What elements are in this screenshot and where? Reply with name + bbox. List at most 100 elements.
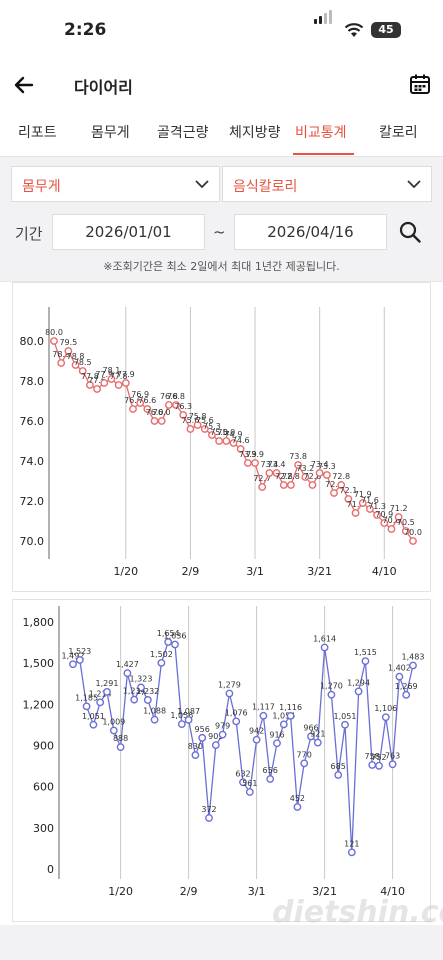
data-label: 1,116 xyxy=(279,703,302,712)
back-arrow-icon[interactable] xyxy=(12,73,36,97)
data-label: 72.8 xyxy=(282,472,300,481)
data-label: 75.8 xyxy=(189,412,207,421)
weight-chart: 1/20 2/9 3/1 3/21 4/10 80.0 78.0 76.0 74.0 72.0 70… xyxy=(12,282,431,592)
data-point xyxy=(69,660,77,669)
start-date-field[interactable]: 2026/01/01 xyxy=(52,214,205,250)
y-tick-label: 74.0 xyxy=(20,455,45,468)
data-label: 73.3 xyxy=(318,462,336,471)
status-bar: 2:26 45 xyxy=(0,0,443,60)
data-label: 561 xyxy=(242,779,257,788)
tab-weight[interactable]: 몸무게 xyxy=(91,125,130,141)
search-icon[interactable] xyxy=(398,220,422,244)
data-point xyxy=(164,401,173,409)
data-point xyxy=(294,461,303,469)
data-label: 770 xyxy=(297,750,312,759)
data-point xyxy=(86,381,94,389)
tab-calories[interactable]: 칼로리 xyxy=(379,125,418,141)
watermark: dietshin.com xyxy=(272,895,443,930)
data-point xyxy=(150,417,159,425)
y-tick-label: 0 xyxy=(47,863,54,876)
data-point xyxy=(322,471,331,479)
data-point xyxy=(251,459,259,467)
data-label: 888 xyxy=(113,734,128,743)
data-label: 71.6 xyxy=(361,496,379,505)
data-label: 1,088 xyxy=(143,707,166,716)
data-label: 72.8 xyxy=(332,472,350,481)
period-label: 기간 xyxy=(15,225,43,243)
data-label: 1,185 xyxy=(75,693,98,702)
data-point xyxy=(157,417,166,425)
page-title: 다이어리 xyxy=(74,78,133,97)
data-point xyxy=(337,481,346,489)
data-label: 966 xyxy=(303,723,318,732)
data-label: 1,056 xyxy=(170,711,193,720)
end-date-field[interactable]: 2026/04/16 xyxy=(234,214,387,250)
data-point xyxy=(286,711,295,720)
data-point xyxy=(143,696,152,704)
data-label: 77.6 xyxy=(88,376,106,385)
data-label: 73.4 xyxy=(260,460,278,469)
data-point xyxy=(177,720,186,728)
data-label: 1,515 xyxy=(354,648,377,657)
data-label: 1,427 xyxy=(116,660,139,669)
tab-compare-stats[interactable]: 비교통계 xyxy=(295,125,347,141)
metric-left-value: 몸무게 xyxy=(22,179,61,195)
data-point xyxy=(191,751,200,760)
data-point xyxy=(121,379,130,387)
data-point xyxy=(388,760,397,769)
data-point xyxy=(215,437,224,445)
data-label: 73.4 xyxy=(268,460,286,469)
data-label: 1,051 xyxy=(334,712,357,721)
data-point xyxy=(200,425,209,433)
data-label: 76.6 xyxy=(124,396,142,405)
data-point xyxy=(258,483,267,491)
data-label: 1,051 xyxy=(82,712,105,721)
data-point xyxy=(71,361,80,369)
data-label: 1,076 xyxy=(225,708,248,717)
data-label: 903 xyxy=(208,732,223,741)
x-tick-label: 3/1 xyxy=(246,565,264,578)
data-label: 752 xyxy=(371,753,386,762)
data-point xyxy=(64,347,73,355)
tab-report[interactable]: 리포트 xyxy=(18,125,57,141)
data-label: 916 xyxy=(269,730,284,739)
data-label: 656 xyxy=(263,766,278,775)
data-label: 72.4 xyxy=(325,480,343,489)
data-point xyxy=(293,803,302,811)
data-label: 75.0 xyxy=(210,428,228,437)
data-point xyxy=(327,690,336,699)
data-label: 72.8 xyxy=(304,472,322,481)
tab-body-fat[interactable]: 체지방량 xyxy=(229,125,281,141)
chevron-down-icon xyxy=(195,180,209,189)
calendar-icon[interactable] xyxy=(408,72,432,96)
metric-left-dropdown[interactable]: 몸무게 xyxy=(11,166,220,202)
data-point xyxy=(186,425,195,433)
data-point xyxy=(208,431,216,439)
data-point xyxy=(82,702,91,711)
battery-indicator: 45 xyxy=(371,22,401,38)
data-label: 78.8 xyxy=(67,352,85,361)
data-point xyxy=(252,735,261,744)
data-label: 77.9 xyxy=(95,370,113,379)
data-point xyxy=(287,481,295,489)
data-point xyxy=(358,499,367,507)
y-tick-label: 1,200 xyxy=(23,698,55,711)
metric-right-dropdown[interactable]: 음식칼로리 xyxy=(222,166,432,202)
data-point xyxy=(409,661,417,670)
data-label: 76.9 xyxy=(131,390,149,399)
x-tick-label: 3/21 xyxy=(312,885,337,898)
data-point xyxy=(116,743,125,752)
calorie-chart-svg: 1/20 2/9 3/1 3/21 4/10 1,800 1,500 1,200 900 600 3… xyxy=(23,606,424,898)
data-point xyxy=(114,381,123,389)
tab-muscle-mass[interactable]: 골격근량 xyxy=(157,125,209,141)
y-tick-label: 1,500 xyxy=(23,657,55,670)
data-label: 942 xyxy=(249,727,264,736)
data-point xyxy=(184,715,193,724)
data-point xyxy=(334,771,343,779)
data-label: 76.0 xyxy=(146,408,164,417)
y-tick-label: 600 xyxy=(33,781,54,794)
data-point xyxy=(401,527,410,535)
data-label: 1,402 xyxy=(388,664,411,673)
data-label: 77.8 xyxy=(110,372,128,381)
data-point xyxy=(75,656,84,664)
